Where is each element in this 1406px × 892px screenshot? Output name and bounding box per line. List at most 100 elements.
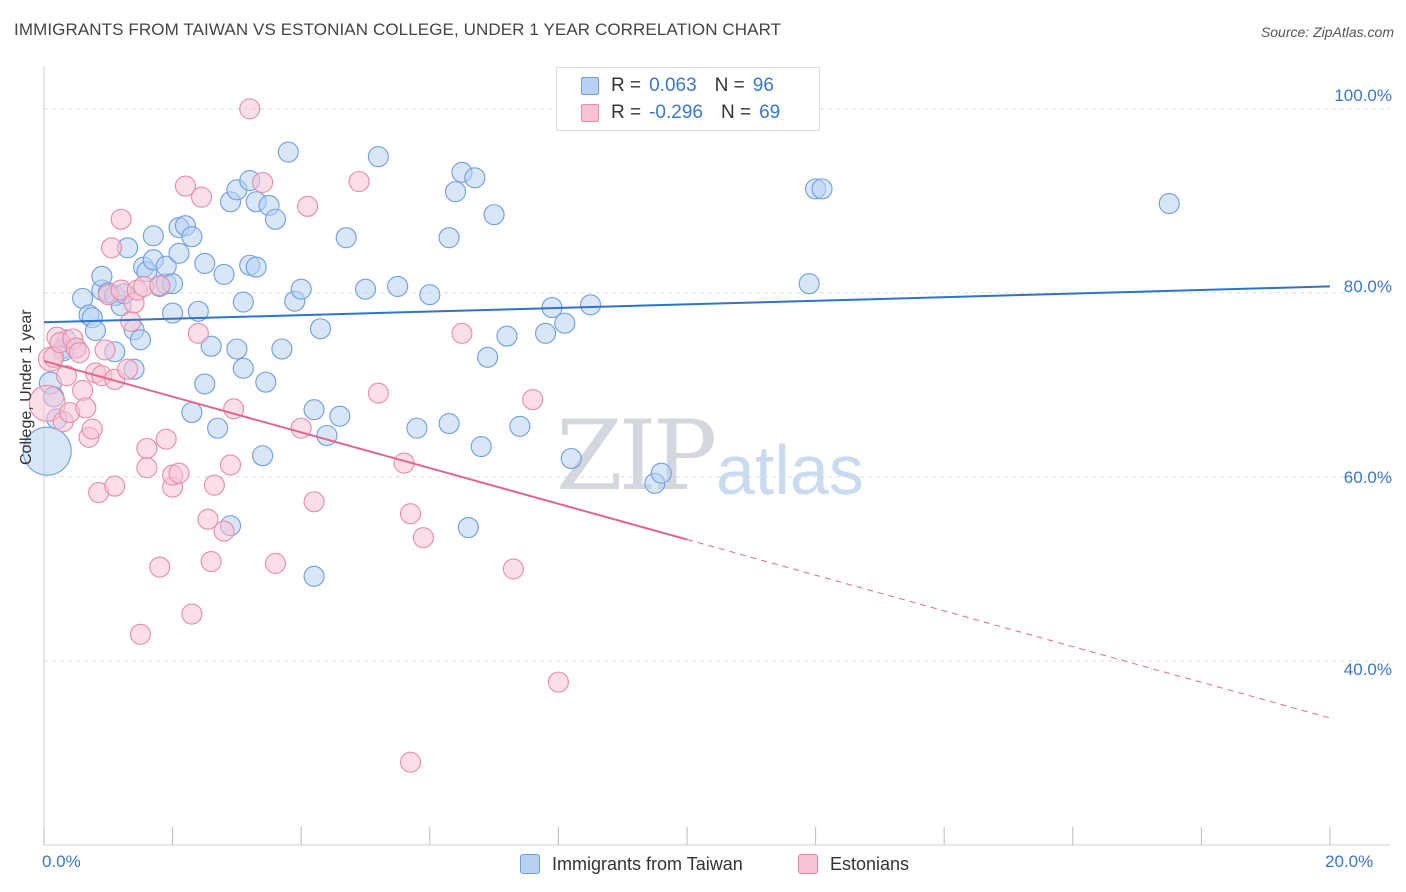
point-taiwan <box>271 338 293 360</box>
point-estonians <box>522 389 544 411</box>
point-estonians <box>94 339 116 361</box>
point-taiwan <box>509 415 531 437</box>
point-taiwan <box>438 227 460 249</box>
bottom-legend-taiwan: Immigrants from Taiwan <box>520 852 743 876</box>
point-taiwan <box>335 227 357 249</box>
point-estonians <box>155 428 177 450</box>
point-taiwan <box>560 447 582 470</box>
legend-r-value: 0.063 <box>649 75 697 96</box>
trendline-extension-estonians <box>686 538 1331 719</box>
legend-row-taiwan: R = 0.063 N = 96 <box>581 74 774 98</box>
legend-n-label: N = <box>720 102 752 123</box>
point-taiwan <box>200 335 222 357</box>
point-taiwan <box>303 565 325 587</box>
point-estonians <box>168 462 190 484</box>
bottom-legend-estonians: Estonians <box>798 852 909 876</box>
point-taiwan <box>496 325 518 347</box>
watermark-atlas: atlas <box>716 431 864 509</box>
point-estonians <box>110 208 132 230</box>
point-taiwan <box>329 405 351 427</box>
point-estonians <box>213 520 235 542</box>
point-estonians <box>219 454 242 476</box>
point-estonians <box>104 475 126 497</box>
point-estonians <box>399 751 422 773</box>
point-taiwan <box>290 278 312 300</box>
y-tick-label-40: 40.0% <box>1343 660 1392 679</box>
point-estonians <box>129 623 151 645</box>
legend-n-value: 69 <box>759 102 781 123</box>
point-taiwan <box>252 445 274 467</box>
bottom-legend-swatch-estonians <box>798 854 818 874</box>
point-estonians <box>297 195 319 217</box>
point-taiwan <box>483 204 505 226</box>
x-tick-label-max: 20.0% <box>1325 852 1374 871</box>
point-estonians <box>149 274 171 297</box>
point-estonians <box>303 491 325 513</box>
point-taiwan <box>477 346 499 368</box>
legend-n-label: N = <box>714 75 745 96</box>
point-taiwan <box>181 401 203 424</box>
point-taiwan <box>162 302 184 324</box>
point-taiwan <box>232 357 254 379</box>
bottom-legend-swatch-taiwan <box>520 854 540 874</box>
x-tick-label-min: 0.0% <box>42 852 81 871</box>
point-taiwan <box>798 273 820 295</box>
legend-r-value: -0.296 <box>649 102 703 123</box>
point-taiwan <box>264 208 287 230</box>
point-taiwan <box>181 226 203 248</box>
point-taiwan <box>316 424 338 447</box>
trendline-taiwan <box>43 285 1331 324</box>
bottom-legend-label-estonians: Estonians <box>830 853 910 874</box>
point-estonians <box>200 551 222 573</box>
y-tick-label-100: 100.0% <box>1334 86 1392 105</box>
point-taiwan <box>142 225 164 247</box>
point-taiwan <box>438 412 460 435</box>
point-estonians <box>120 310 142 332</box>
legend-r-label: R = <box>611 75 642 96</box>
point-taiwan <box>22 426 72 476</box>
point-estonians <box>367 382 389 404</box>
trendline-estonians <box>43 359 688 541</box>
point-estonians <box>252 171 274 193</box>
point-estonians <box>136 437 158 459</box>
point-taiwan <box>309 318 332 340</box>
point-taiwan <box>207 417 229 439</box>
y-tick-label-80: 80.0% <box>1343 277 1392 296</box>
point-estonians <box>136 457 158 479</box>
y-tick-label-60: 60.0% <box>1343 468 1392 487</box>
point-taiwan <box>354 278 377 300</box>
point-estonians <box>239 98 261 120</box>
point-estonians <box>203 474 225 496</box>
point-taiwan <box>534 322 557 344</box>
point-estonians <box>451 322 473 344</box>
legend: R = 0.063 N = 96 R = -0.296 N = 69 <box>556 67 820 131</box>
chart-title: IMMIGRANTS FROM TAIWAN VS ESTONIAN COLLE… <box>14 20 782 39</box>
point-estonians <box>348 170 370 193</box>
point-estonians <box>100 237 123 259</box>
y-axis-label: College, Under 1 year <box>18 309 35 465</box>
point-taiwan <box>811 178 833 200</box>
point-taiwan <box>213 263 235 286</box>
point-taiwan <box>232 291 254 313</box>
point-taiwan <box>554 312 576 334</box>
point-estonians <box>547 671 569 693</box>
point-taiwan <box>226 338 248 360</box>
point-taiwan <box>457 516 479 539</box>
point-estonians <box>117 358 139 380</box>
point-taiwan <box>255 371 277 393</box>
legend-swatch-estonians <box>581 104 599 122</box>
point-taiwan <box>245 256 267 278</box>
legend-swatch-taiwan <box>581 77 599 95</box>
point-taiwan <box>470 435 492 458</box>
point-estonians <box>197 508 219 530</box>
point-estonians <box>149 556 171 578</box>
point-estonians <box>399 503 422 525</box>
point-taiwan <box>1158 193 1180 215</box>
point-taiwan <box>387 275 409 297</box>
point-taiwan <box>464 167 486 189</box>
point-taiwan <box>194 373 216 395</box>
point-taiwan <box>303 399 325 421</box>
point-taiwan <box>84 320 106 342</box>
point-estonians <box>174 175 197 197</box>
